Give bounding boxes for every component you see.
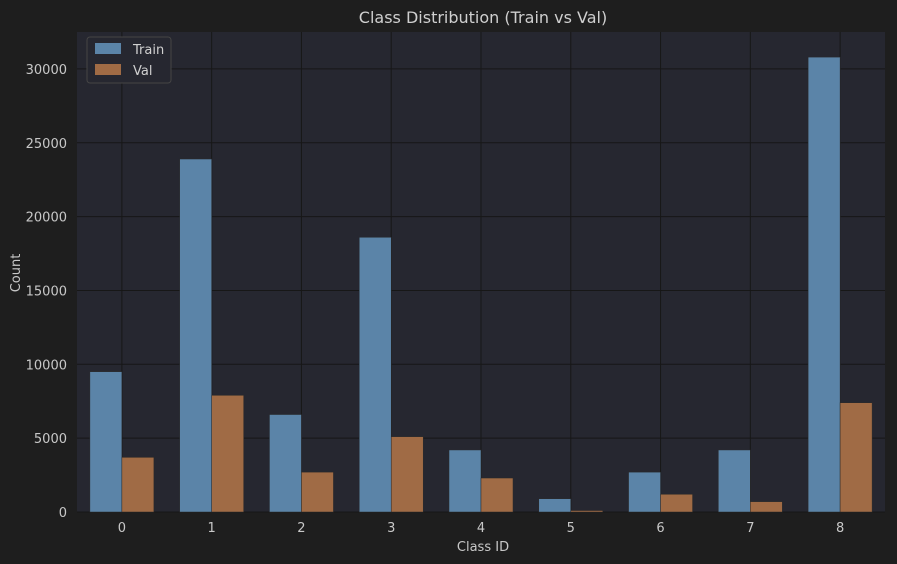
x-tick-label: 0 bbox=[118, 521, 126, 536]
x-tick-label: 1 bbox=[208, 521, 216, 536]
y-tick-label: 10000 bbox=[26, 358, 67, 373]
legend-label-train: Train bbox=[132, 43, 164, 58]
bar-train-class-4 bbox=[448, 449, 482, 513]
x-tick-label: 7 bbox=[746, 521, 754, 536]
y-axis-label: Count bbox=[9, 254, 24, 293]
bar-train-class-5 bbox=[538, 498, 572, 513]
bar-train-class-2 bbox=[269, 414, 302, 513]
y-tick-label: 20000 bbox=[26, 211, 67, 226]
y-tick-label: 15000 bbox=[26, 284, 67, 299]
legend-label-val: Val bbox=[133, 64, 152, 79]
bar-val-class-7 bbox=[750, 501, 783, 513]
bar-val-class-6 bbox=[660, 494, 693, 513]
x-tick-label: 5 bbox=[567, 521, 575, 536]
legend: Train Val bbox=[86, 36, 172, 84]
x-tick-label: 8 bbox=[836, 521, 844, 536]
bar-val-class-4 bbox=[480, 477, 514, 513]
y-tick-label: 0 bbox=[59, 506, 67, 521]
bar-val-class-2 bbox=[301, 471, 334, 513]
bar-train-class-8 bbox=[807, 56, 841, 513]
bar-val-class-8 bbox=[839, 402, 873, 513]
legend-swatch-val bbox=[95, 64, 121, 75]
bar-train-class-7 bbox=[718, 449, 751, 513]
bars bbox=[89, 56, 873, 513]
x-axis-label: Class ID bbox=[457, 540, 509, 555]
bar-val-class-0 bbox=[121, 457, 155, 513]
y-tick-label: 30000 bbox=[26, 63, 67, 78]
y-tick-label: 5000 bbox=[34, 432, 67, 447]
y-tick-label: 25000 bbox=[26, 137, 67, 152]
bar-train-class-6 bbox=[628, 471, 661, 513]
bar-val-class-5 bbox=[570, 510, 604, 513]
bar-train-class-3 bbox=[358, 237, 392, 513]
x-tick-labels: 0 1 2 3 4 5 6 7 8 bbox=[118, 521, 845, 536]
legend-swatch-train bbox=[95, 43, 121, 54]
x-tick-label: 2 bbox=[297, 521, 305, 536]
bar-val-class-1 bbox=[211, 395, 244, 513]
x-tick-label: 3 bbox=[387, 521, 395, 536]
y-tick-labels: 0 5000 10000 15000 20000 25000 30000 bbox=[26, 63, 67, 521]
bar-train-class-1 bbox=[179, 158, 212, 513]
x-tick-label: 4 bbox=[477, 521, 485, 536]
bar-train-class-0 bbox=[89, 371, 123, 513]
bar-val-class-3 bbox=[390, 436, 424, 513]
chart-title: Class Distribution (Train vs Val) bbox=[359, 8, 607, 27]
x-tick-label: 6 bbox=[656, 521, 664, 536]
